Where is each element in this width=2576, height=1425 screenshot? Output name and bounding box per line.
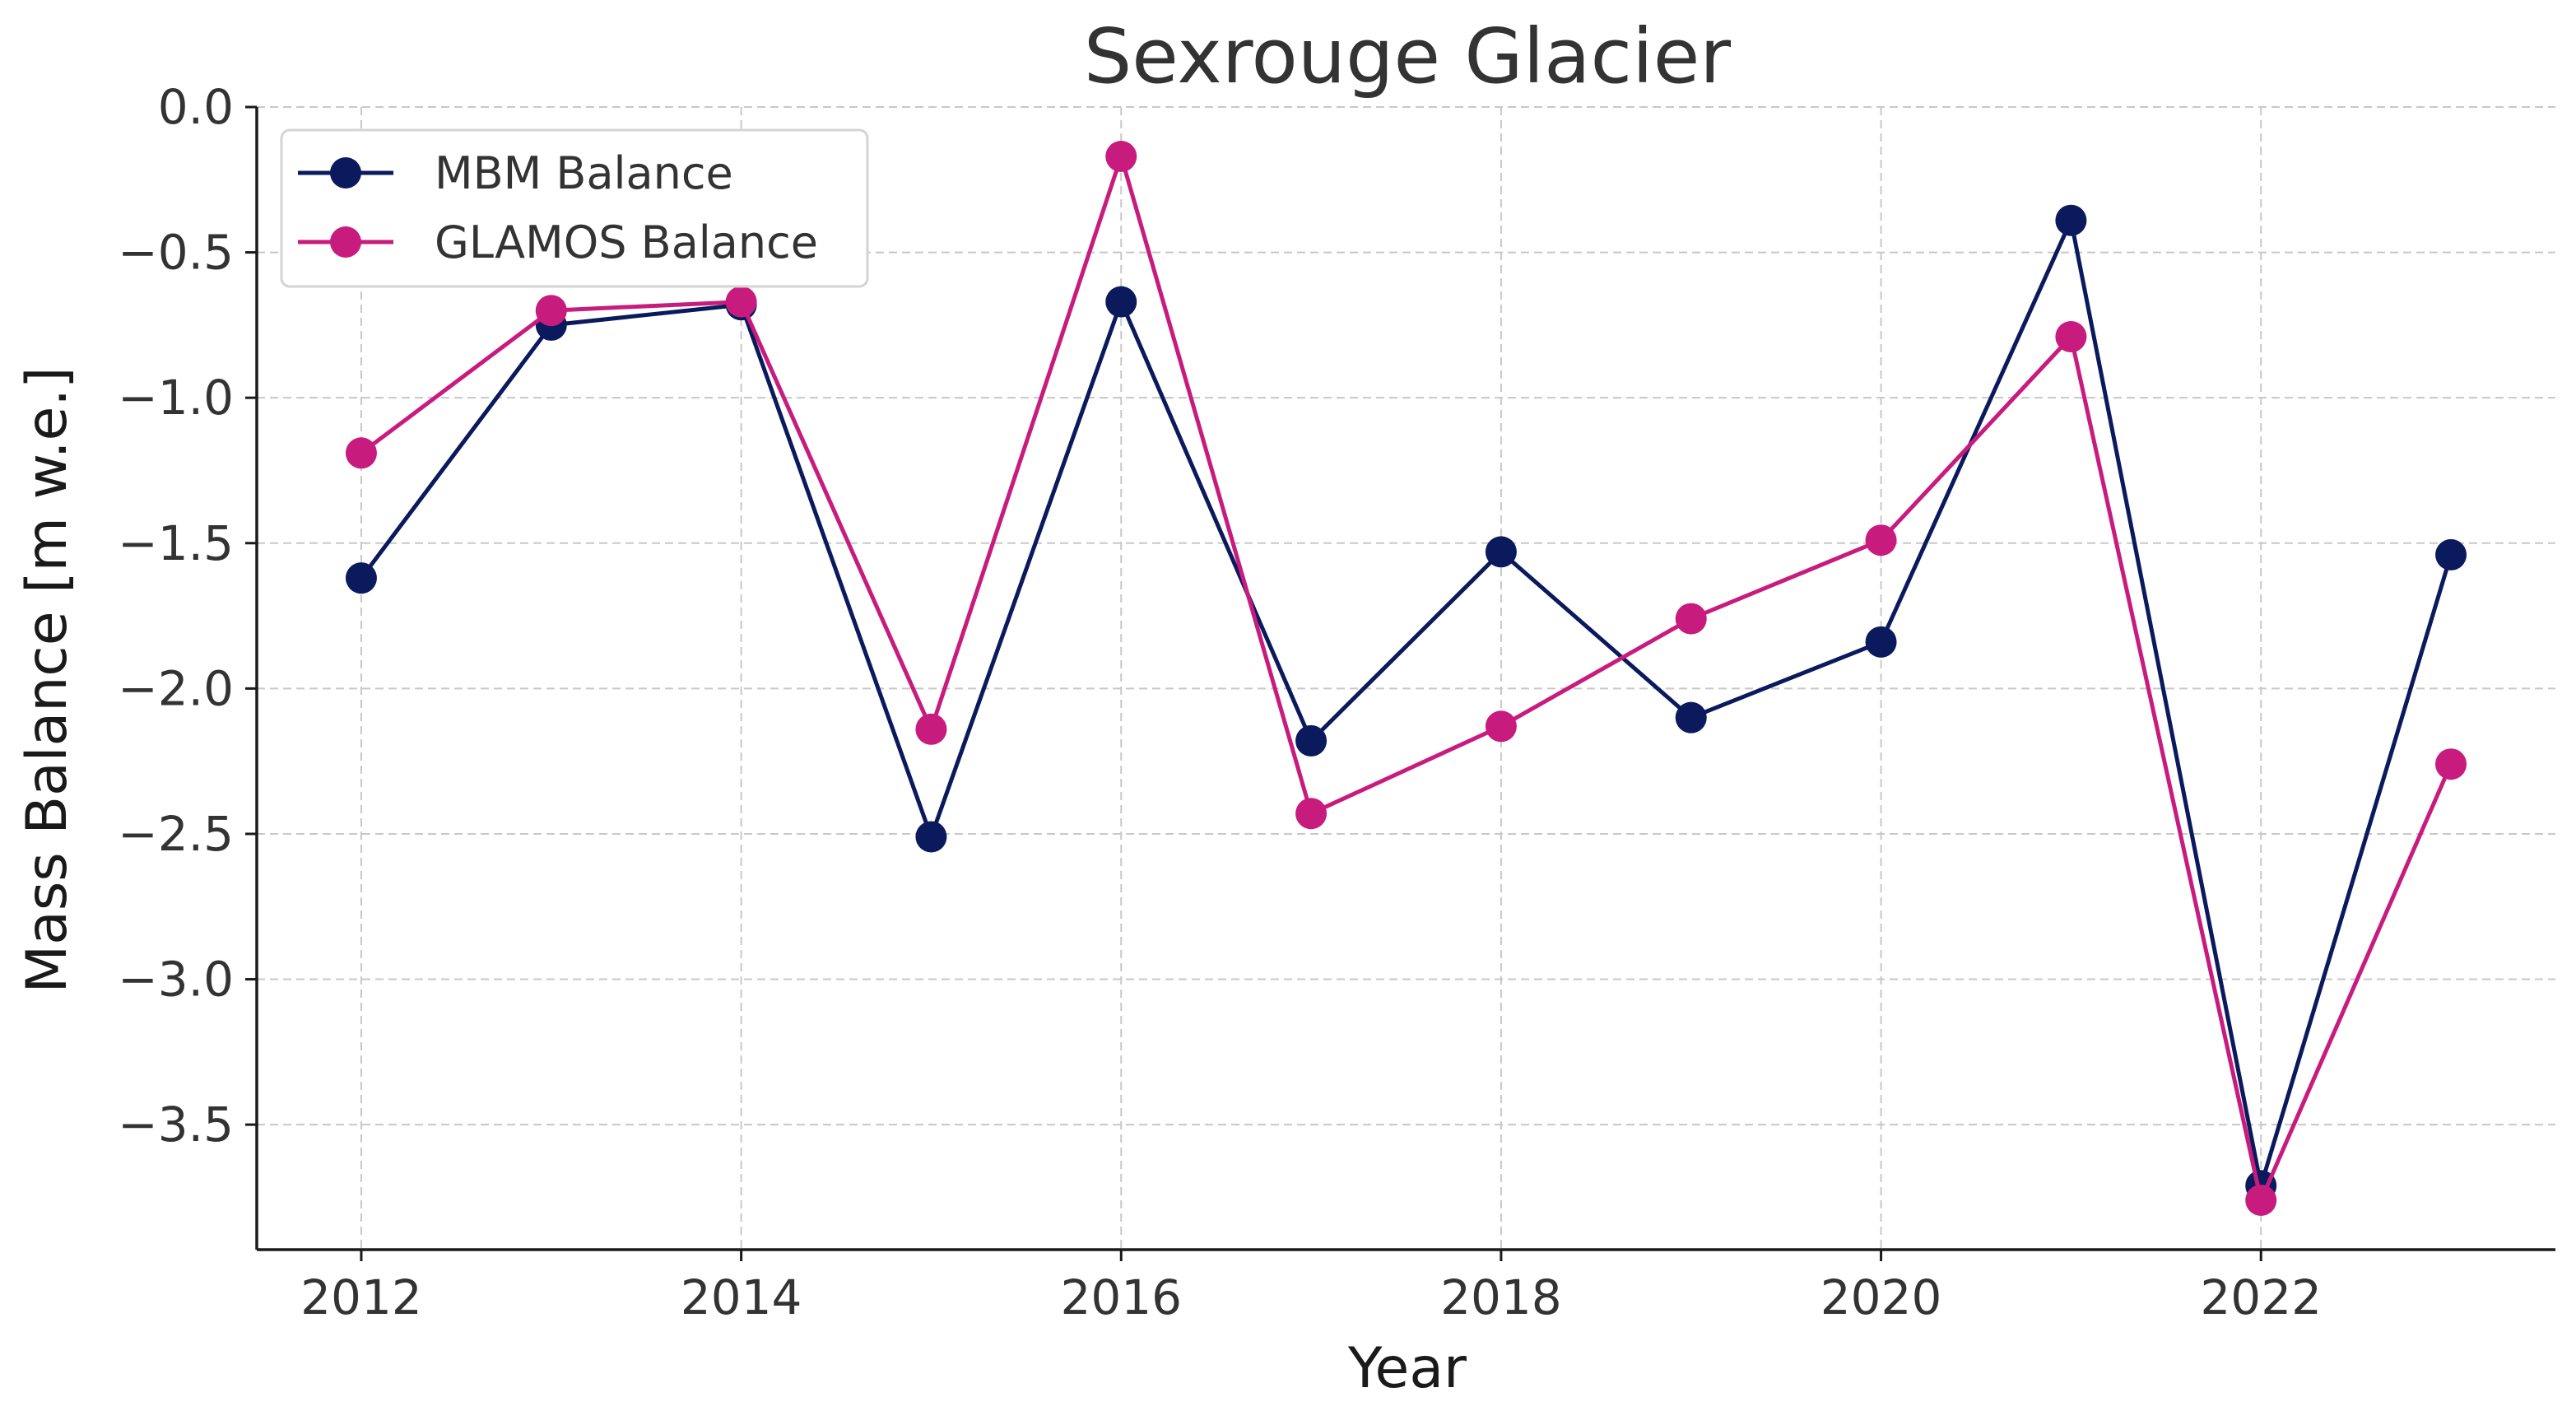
grid: [257, 106, 2555, 1250]
data-point-glamos-balance: [2435, 748, 2467, 780]
x-tick-label: 2016: [1060, 1269, 1182, 1325]
data-point-glamos-balance: [1105, 141, 1137, 173]
y-tick-label: −2.5: [118, 806, 234, 862]
legend: MBM Balance GLAMOS Balance: [280, 128, 869, 288]
x-tick-label: 2020: [1820, 1269, 1942, 1325]
data-point-glamos-balance: [1295, 798, 1328, 830]
legend-marker: [330, 157, 361, 189]
series-line-glamos-balance: [360, 154, 2453, 1203]
y-tick-label: 0.0: [158, 79, 234, 135]
y-tick-label: −0.5: [118, 225, 234, 281]
x-tick-label: 2018: [1440, 1269, 1562, 1325]
legend-item-mbm-balance: MBM Balance: [298, 147, 733, 199]
legend-box: [280, 128, 869, 288]
x-tick-label: 2022: [2200, 1269, 2322, 1325]
series-mbm-balance: [345, 204, 2467, 1202]
data-point-glamos-balance: [2055, 321, 2087, 353]
data-point-glamos-balance: [915, 713, 947, 745]
data-point-glamos-balance: [1865, 524, 1897, 556]
legend-item-glamos-balance: GLAMOS Balance: [298, 217, 818, 268]
y-axis-label: Mass Balance [m w.e.]: [15, 367, 80, 994]
chart-title: Sexrouge Glacier: [1084, 12, 1731, 100]
data-point-glamos-balance: [345, 437, 377, 469]
data-point-glamos-balance: [725, 286, 757, 318]
legend-label: GLAMOS Balance: [435, 217, 818, 268]
axes: [255, 107, 2555, 1251]
data-point-mbm-balance: [1865, 626, 1897, 658]
y-tick-label: −1.0: [118, 370, 234, 426]
legend-marker: [330, 226, 361, 258]
data-point-mbm-balance: [1675, 701, 1707, 733]
x-tick-label: 2012: [300, 1269, 422, 1325]
x-tick-label: 2014: [681, 1269, 802, 1325]
series-line-mbm-balance: [360, 218, 2453, 1188]
series: [345, 141, 2467, 1216]
x-axis-label: Year: [1347, 1336, 1467, 1401]
data-point-mbm-balance: [2435, 538, 2467, 570]
series-glamos-balance: [345, 141, 2467, 1216]
data-point-mbm-balance: [1295, 724, 1328, 757]
ticks: 2012 2014 2016 2018 2020 2022 0.0 −0.5 −1.0 −1.5 −…: [118, 79, 2322, 1325]
data-point-mbm-balance: [2055, 204, 2087, 236]
data-point-mbm-balance: [1105, 286, 1137, 318]
y-tick-label: −3.5: [118, 1097, 234, 1153]
legend-label: MBM Balance: [435, 147, 733, 199]
y-tick-label: −3.0: [118, 952, 234, 1008]
data-point-glamos-balance: [1675, 603, 1707, 635]
y-tick-label: −1.5: [118, 515, 234, 571]
y-tick-label: −2.0: [118, 660, 234, 716]
data-point-glamos-balance: [2245, 1184, 2277, 1216]
data-point-glamos-balance: [1485, 710, 1517, 743]
data-point-mbm-balance: [1485, 536, 1517, 568]
data-point-mbm-balance: [915, 821, 947, 853]
data-point-mbm-balance: [345, 562, 377, 594]
data-point-glamos-balance: [535, 295, 567, 327]
